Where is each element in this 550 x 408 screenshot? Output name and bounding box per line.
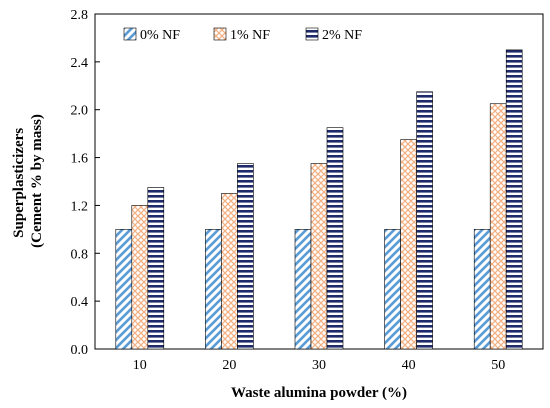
bar-2-nf-20 [237,163,254,350]
bar-2-nf-40 [416,91,433,350]
y-axis: 0.0 0.4 0.8 1.2 1.6 2.0 2.4 2.8 [71,8,100,358]
legend-label: 0% NF [140,28,180,43]
x-tick-label: 30 [312,358,326,373]
bar-1-nf-10 [131,205,149,350]
bar-0-nf-40 [384,229,401,350]
bar-0-nf-30 [294,229,312,350]
bar-2-nf-50 [505,49,523,350]
legend: 0% NF 1% NF 2% NF [123,27,362,43]
bar-1-nf-40 [400,139,417,350]
bar-2-nf-10 [147,187,165,350]
bar-1-nf-50 [489,103,507,350]
y-tick-label: 1.2 [71,199,89,214]
y-tick-label: 2.8 [71,8,89,23]
x-tick-label: 10 [133,358,147,373]
y-tick-label: 2.0 [71,104,89,119]
bar-1-nf-20 [221,193,238,350]
y-tick-label: 1.6 [71,152,89,167]
legend-swatch [213,27,227,41]
bar-0-nf-50 [473,229,491,350]
bar-1-nf-30 [310,163,328,350]
y-tick-label: 2.4 [71,56,89,71]
x-tick-label: 50 [491,358,505,373]
legend-label: 2% NF [322,28,362,43]
x-axis: 10 20 30 40 50 [133,358,505,373]
legend-swatch [305,27,319,41]
x-tick-label: 40 [402,358,416,373]
bar-0-nf-10 [115,229,133,350]
y-axis-title-line-2: (Cement % by mass) [29,114,45,248]
y-axis-title-line-1: Superplasticizers [11,128,27,238]
legend-swatch [123,27,137,41]
bars-group [115,49,523,350]
bar-2-nf-30 [326,127,344,350]
y-axis-title: Superplasticizers (Cement % by mass) [11,114,45,248]
y-tick-label: 0.4 [71,295,89,310]
legend-label: 1% NF [230,28,270,43]
bar-0-nf-20 [205,229,222,350]
x-tick-label: 20 [222,358,236,373]
y-tick-label: 0.8 [71,247,89,262]
y-tick-label: 0.0 [71,343,89,358]
x-axis-title: Waste alumina powder (%) [231,385,407,401]
